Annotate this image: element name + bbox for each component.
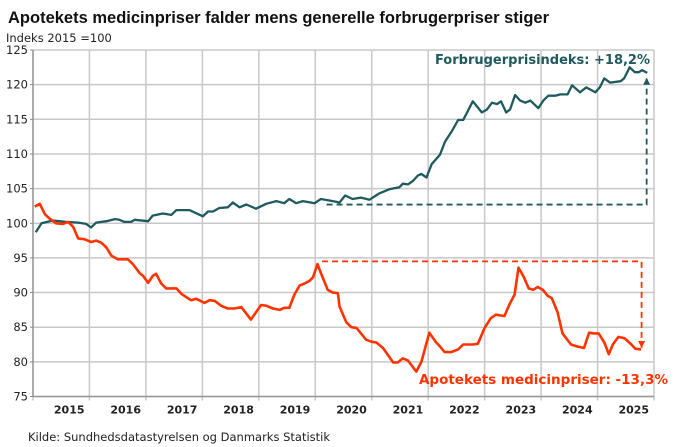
x-tick-label: 2016 <box>110 404 141 417</box>
x-tick-label: 2023 <box>506 404 537 417</box>
medicine-arrowhead <box>638 340 646 348</box>
grid <box>32 49 655 401</box>
x-tick-label: 2020 <box>336 404 367 417</box>
cpi-arrowhead <box>643 77 651 85</box>
chart-title: Apotekets medicinpriser falder mens gene… <box>8 9 550 27</box>
x-tick-label: 2025 <box>618 404 649 417</box>
y-tick-label: 95 <box>13 251 28 265</box>
x-tick-label: 2024 <box>562 404 593 417</box>
x-tick-label: 2017 <box>167 404 198 417</box>
x-tick-label: 2019 <box>280 404 311 417</box>
x-tick-label: 2018 <box>223 404 254 417</box>
y-axis-ticks: 75 80 85 90 95 100 105 110 115 120 125 <box>6 43 33 404</box>
y-tick-label: 100 <box>6 216 28 230</box>
y-tick-label: 90 <box>13 286 28 300</box>
cpi-bracket <box>326 77 648 206</box>
cpi-annotation: Forbrugerprisindeks: +18,2% <box>435 53 650 68</box>
y-tick-label: 120 <box>6 78 28 92</box>
x-tick-label: 2015 <box>54 404 85 417</box>
medicine-annotation: Apotekets medicinpriser: -13,3% <box>419 372 669 388</box>
y-tick-label: 105 <box>6 182 28 196</box>
y-tick-label: 85 <box>13 320 28 334</box>
medicine-line <box>34 202 642 373</box>
y-tick-label: 125 <box>6 43 28 57</box>
y-tick-label: 75 <box>13 390 28 404</box>
source-note: Kilde: Sundhedsdatastyrelsen og Danmarks… <box>28 430 330 444</box>
x-tick-label: 2021 <box>393 404 424 417</box>
y-tick-label: 110 <box>6 147 28 161</box>
cpi-line <box>34 66 648 233</box>
annotation-brackets <box>322 77 651 348</box>
y-tick-label: 80 <box>13 355 28 369</box>
x-tick-label: 2022 <box>449 404 480 417</box>
y-tick-label: 115 <box>6 112 28 126</box>
x-axis-ticks: 2015 2016 2017 2018 2019 2020 2021 2022 2023 2024… <box>54 404 649 417</box>
chart-subtitle: Indeks 2015 =100 <box>6 31 112 45</box>
series-lines <box>34 66 648 373</box>
